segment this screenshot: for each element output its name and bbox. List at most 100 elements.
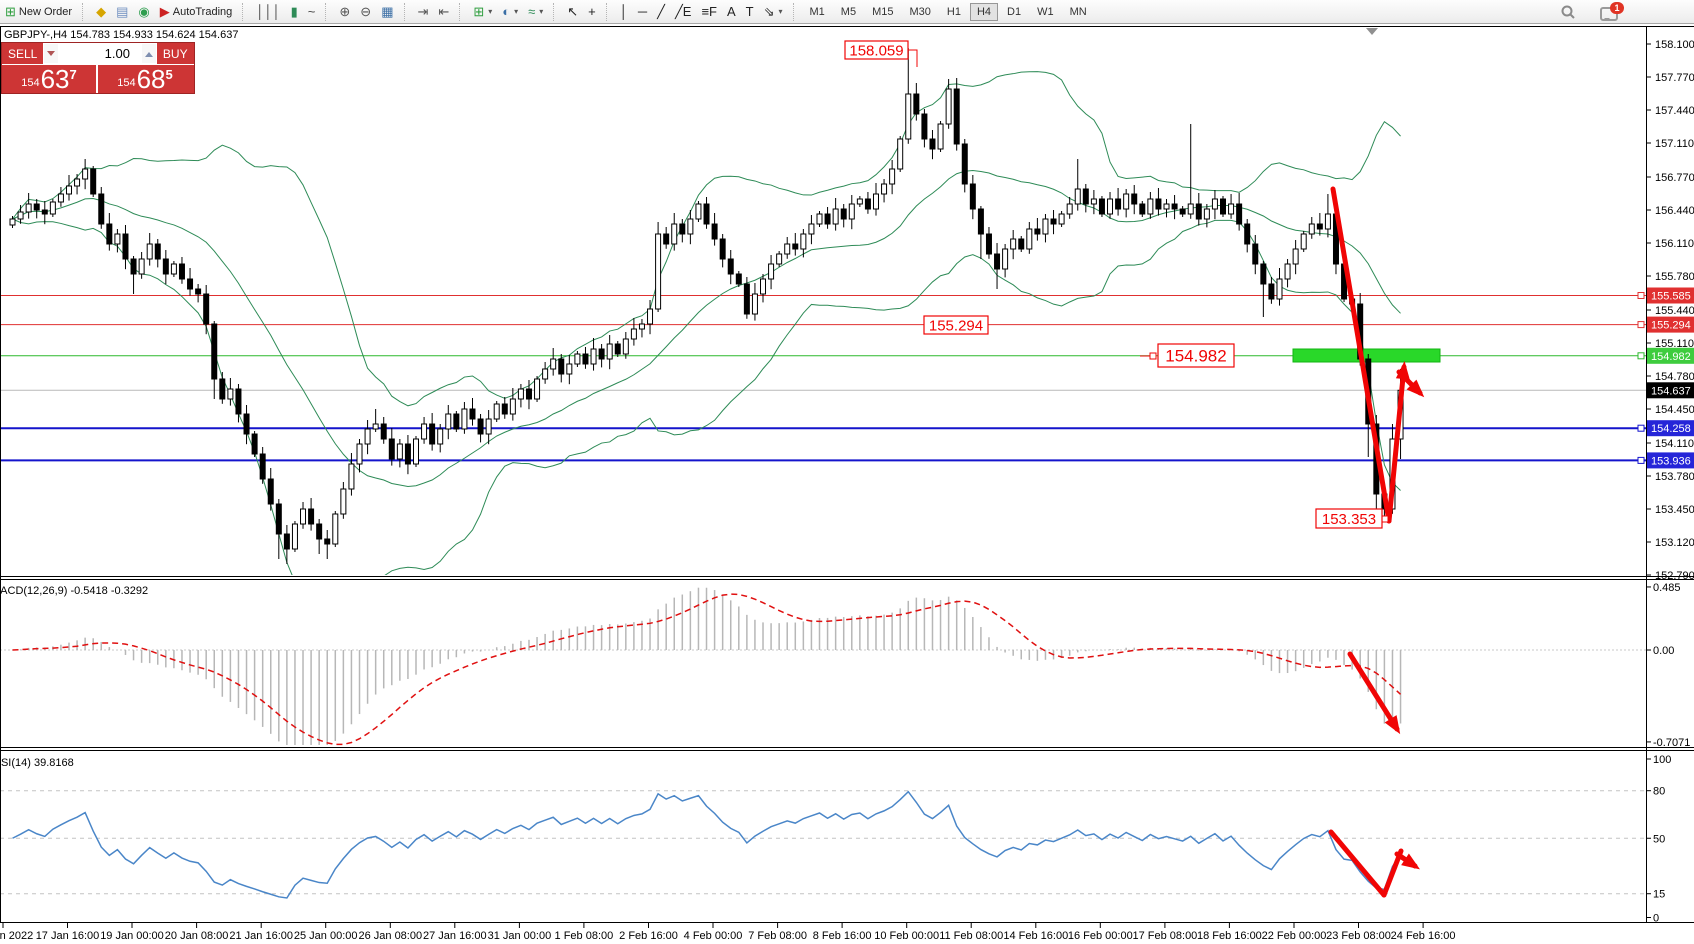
equidistant-channel-icon[interactable]: ╱E: [671, 2, 696, 22]
chart-shift-icon[interactable]: ⇤: [434, 2, 453, 22]
annotation-anchor-square[interactable]: [1149, 352, 1157, 360]
price-annotation-box[interactable]: [1315, 508, 1383, 529]
sell-price[interactable]: 154 63 7: [2, 65, 96, 93]
horizontal-line-icon[interactable]: ─: [634, 2, 651, 22]
trend-arrow[interactable]: [1347, 651, 1400, 732]
autotrading-button-label: AutoTrading: [172, 5, 233, 18]
candle-body: [477, 418, 484, 435]
candle-body: [1074, 188, 1081, 205]
macd-scale-label: 0.485: [1653, 582, 1681, 594]
candle-body: [227, 388, 234, 400]
rsi-indicator-label: RSI(14) 39.8168: [0, 757, 74, 769]
candle-body: [146, 243, 153, 260]
candle-body: [485, 418, 492, 435]
level-anchor-square[interactable]: [1637, 352, 1645, 360]
new-chart-icon[interactable]: ⊞ ▾: [469, 2, 496, 22]
trend-arrow[interactable]: [1330, 186, 1392, 524]
candle-body: [469, 408, 476, 420]
candle-body: [792, 243, 799, 250]
alerts-icon[interactable]: ◉: [134, 2, 153, 22]
timeframe-w1[interactable]: W1: [1030, 3, 1061, 21]
candle-body: [1228, 203, 1235, 215]
trend-arrow[interactable]: [1386, 364, 1407, 524]
volume-input[interactable]: [58, 43, 141, 64]
candle-body: [719, 238, 726, 260]
notifications-button[interactable]: 1: [1600, 1, 1624, 21]
trendline-icon[interactable]: ╱: [653, 2, 669, 22]
price-annotation-box[interactable]: [1157, 343, 1235, 368]
arrow-head-icon[interactable]: [1401, 853, 1420, 870]
rsi-panel[interactable]: [0, 790, 1646, 899]
trendline-icon: ╱: [657, 4, 665, 19]
buy-price-pip: 5: [165, 67, 173, 82]
profiles-icon[interactable]: ◐ ▾: [498, 2, 522, 22]
candle-body: [824, 213, 831, 225]
line-chart-icon[interactable]: ~: [304, 2, 320, 22]
candle-body: [1066, 203, 1073, 215]
level-anchor-square[interactable]: [1637, 456, 1645, 464]
price-tick-label: 154.780: [1655, 371, 1694, 383]
volume-increase-button[interactable]: [140, 43, 157, 64]
price-badge: [1647, 316, 1694, 333]
zoom-in-icon[interactable]: ⊕: [335, 2, 354, 22]
chevron-down-icon: ▾: [778, 7, 783, 16]
timeframe-d1[interactable]: D1: [1000, 3, 1028, 21]
price-annotation-text: 155.294: [929, 317, 983, 334]
triangle-up-icon: [144, 48, 153, 57]
arrow-head-icon[interactable]: [1406, 379, 1425, 398]
timeframe-m15[interactable]: M15: [865, 3, 900, 21]
macd-scale-label: 0.00: [1653, 645, 1674, 657]
timeframe-m5[interactable]: M5: [834, 3, 863, 21]
trend-arrow[interactable]: [1381, 848, 1404, 898]
arrows-icon[interactable]: ⇘ ▾: [760, 2, 787, 22]
candle-body: [808, 223, 815, 235]
timeframe-m30[interactable]: M30: [902, 3, 937, 21]
new-order-button[interactable]: ⊞ New Order: [1, 2, 76, 22]
text-icon[interactable]: A: [723, 2, 740, 22]
candle-body: [283, 533, 290, 550]
data-window-icon[interactable]: ▤: [112, 2, 132, 22]
auto-scroll-icon[interactable]: ⇥: [414, 2, 433, 22]
zoom-out-icon[interactable]: ⊖: [356, 2, 375, 22]
timeframe-h1[interactable]: H1: [940, 3, 968, 21]
candle-body: [74, 178, 81, 187]
level-anchor-square[interactable]: [1637, 321, 1645, 329]
candle-body: [614, 343, 621, 355]
tile-windows-icon[interactable]: ▦: [377, 2, 397, 22]
candle-body: [800, 233, 807, 250]
macd-panel[interactable]: [0, 587, 1646, 746]
crosshair-icon[interactable]: +: [584, 2, 600, 22]
fibonacci-icon[interactable]: ≡F: [697, 2, 721, 22]
search-icon[interactable]: [1560, 4, 1576, 20]
candle-body: [1042, 218, 1049, 235]
cursor-icon[interactable]: ↖: [563, 2, 582, 22]
vertical-line-icon[interactable]: │: [616, 2, 632, 22]
price-annotation-box[interactable]: [923, 315, 989, 335]
trade-panel-prices: 154 63 7 154 68 5: [2, 65, 194, 93]
level-anchor-square[interactable]: [1637, 292, 1645, 299]
timeframe-m1[interactable]: M1: [803, 3, 832, 21]
arrow-head-icon[interactable]: [1384, 715, 1401, 735]
candle-body: [816, 213, 823, 225]
trend-arrow[interactable]: [1328, 829, 1387, 898]
autotrading-button[interactable]: ▶ AutoTrading: [156, 2, 237, 22]
candle-body: [106, 223, 113, 245]
volume-decrease-button[interactable]: [43, 43, 59, 64]
bar-chart-icon[interactable]: │││: [252, 2, 284, 22]
timeframe-h4[interactable]: H4: [969, 2, 999, 21]
main-chart-layer[interactable]: [9, 48, 1441, 625]
level-anchor-square[interactable]: [1637, 424, 1645, 432]
buy-button[interactable]: BUY: [157, 43, 194, 64]
candle-body: [848, 203, 855, 220]
styler-icon[interactable]: ◆: [92, 2, 110, 22]
timeframe-mn[interactable]: MN: [1063, 3, 1094, 21]
text-label-icon[interactable]: T: [742, 2, 758, 22]
indicators-icon[interactable]: ≈ ▾: [524, 2, 547, 22]
candle-body: [162, 258, 169, 275]
sell-button[interactable]: SELL: [2, 43, 43, 64]
candlestick-chart-icon[interactable]: ▮: [287, 2, 302, 22]
annotation-anchor-square[interactable]: [1381, 515, 1389, 523]
buy-price[interactable]: 154 68 5: [98, 65, 192, 93]
price-annotation-box[interactable]: [844, 40, 909, 60]
